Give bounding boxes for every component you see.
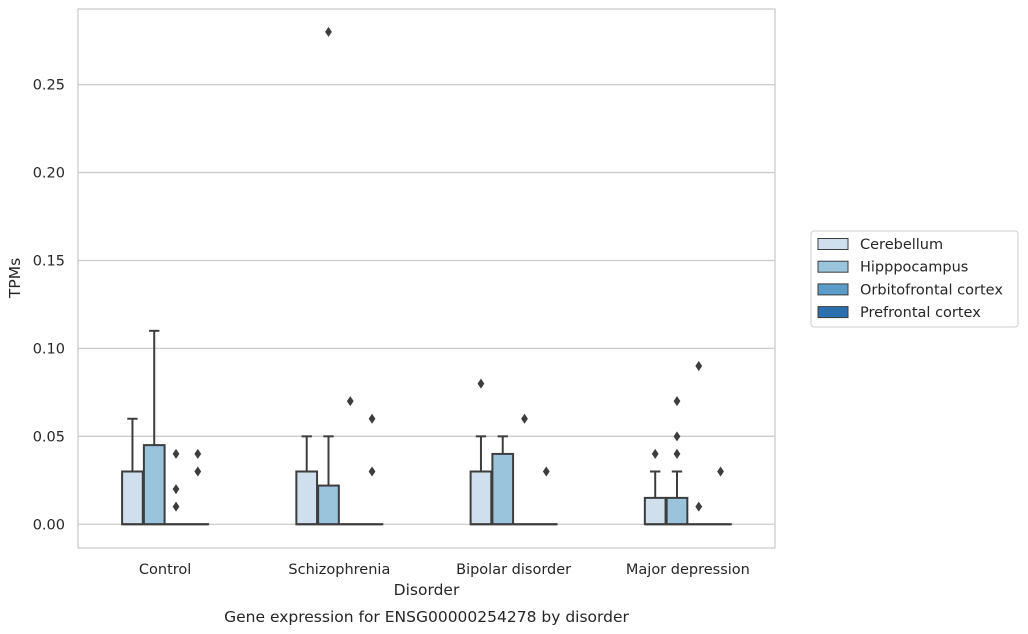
box-prefrontal-cortex	[534, 466, 558, 526]
legend: Cerebellum Hipppocampus Orbitofrontal cort…	[810, 230, 1019, 328]
outlier-point	[673, 431, 681, 442]
box-body	[142, 444, 166, 526]
outlier-point	[717, 466, 724, 477]
x-axis-label: Disorder	[394, 581, 460, 599]
y-tick-label: 0.00	[33, 517, 65, 533]
box-body	[665, 496, 689, 526]
box-prefrontal-cortex	[709, 466, 732, 526]
box-orbitofrontal-cortex	[513, 413, 536, 526]
legend-label: Cerebellum	[860, 237, 943, 253]
outlier-point	[477, 378, 485, 389]
box-orbitofrontal-cortex	[164, 448, 188, 526]
legend-frame	[810, 230, 1019, 328]
box-body	[121, 470, 144, 526]
box-body	[643, 496, 667, 526]
box-body	[317, 484, 340, 526]
outlier-point	[172, 501, 180, 512]
box-series	[121, 26, 732, 526]
outlier-point	[673, 396, 681, 407]
outlier-point	[673, 448, 681, 459]
legend-label: Hipppocampus	[860, 260, 968, 276]
outlier-point	[346, 396, 354, 407]
x-tick-label: Control	[139, 562, 191, 578]
legend-label: Prefrontal cortex	[860, 305, 981, 321]
outlier-point	[194, 448, 202, 459]
outlier-point	[695, 501, 703, 512]
box-hipppocampus	[317, 26, 340, 526]
outlier-point	[172, 484, 180, 495]
x-tick-label: Schizophrenia	[288, 562, 390, 578]
y-tick-label: 0.10	[33, 341, 65, 357]
outlier-point	[542, 466, 550, 477]
y-tick-label: 0.25	[33, 78, 65, 94]
y-tick-label: 0.05	[33, 429, 65, 445]
box-hipppocampus	[665, 396, 689, 526]
y-tick-label: 0.15	[33, 253, 65, 269]
plot-area-frame	[77, 8, 776, 549]
box-body	[491, 452, 515, 526]
box-body	[469, 470, 493, 526]
outlier-point	[695, 360, 703, 371]
box-cerebellum	[643, 448, 667, 526]
box-cerebellum	[295, 435, 319, 526]
legend-label: Orbitofrontal cortex	[860, 282, 1003, 298]
outlier-point	[172, 448, 180, 459]
legend-items: Cerebellum Hipppocampus Orbitofrontal cort…	[817, 237, 1003, 321]
outlier-point	[521, 413, 528, 424]
outlier-point	[368, 466, 376, 477]
y-tick-label: 0.20	[33, 166, 65, 182]
y-tick-labels: 0.00 0.05 0.10 0.15 0.20 0.25	[33, 78, 65, 534]
legend-swatch	[817, 238, 849, 250]
legend-swatch	[817, 283, 849, 296]
x-tick-label: Major depression	[626, 562, 750, 578]
box-cerebellum	[469, 378, 493, 526]
x-tick-label: Bipolar disorder	[456, 562, 571, 578]
box-prefrontal-cortex	[360, 413, 384, 526]
grid-lines	[78, 83, 775, 525]
outlier-point	[194, 466, 202, 477]
box-orbitofrontal-cortex	[338, 396, 362, 526]
box-hipppocampus	[142, 329, 166, 526]
box-prefrontal-cortex	[186, 448, 210, 526]
box-cerebellum	[121, 417, 144, 526]
box-hipppocampus	[491, 435, 515, 526]
outlier-point	[325, 26, 332, 37]
outlier-point	[368, 413, 376, 424]
chart-caption: Gene expression for ENSG00000254278 by d…	[224, 608, 629, 626]
y-axis-label: TPMs	[6, 258, 24, 299]
box-orbitofrontal-cortex	[687, 360, 711, 526]
x-tick-labels: Control Schizophrenia Bipolar disorder Majo…	[139, 562, 750, 578]
legend-swatch	[817, 260, 849, 273]
box-body	[295, 470, 319, 526]
outlier-point	[651, 448, 659, 459]
legend-swatch	[817, 306, 849, 319]
